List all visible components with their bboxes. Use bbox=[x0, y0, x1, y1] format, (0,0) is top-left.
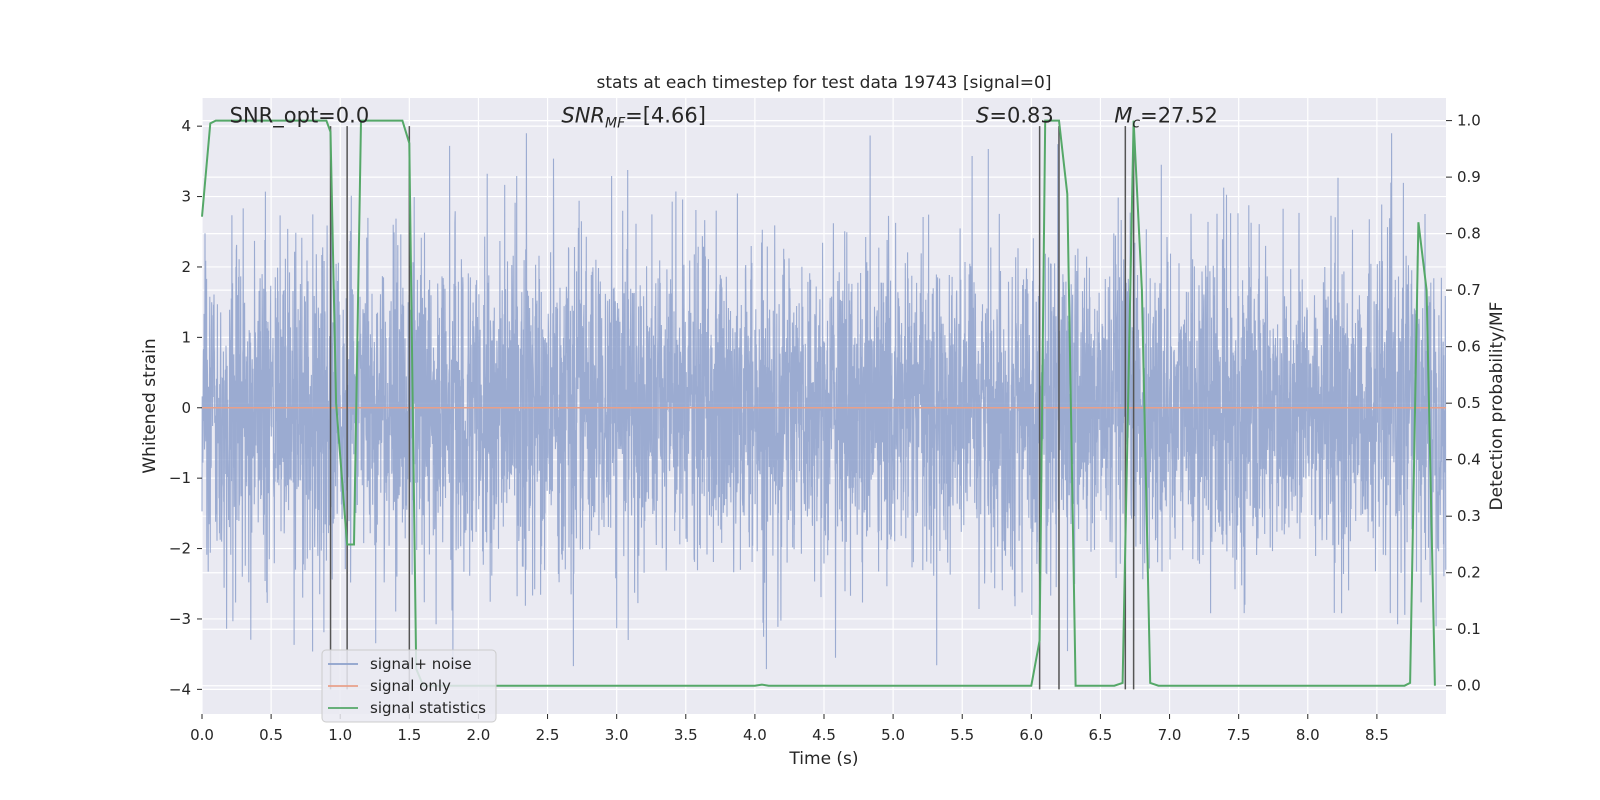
series-signal-statistics bbox=[201, 119, 1436, 687]
annotation-text: S=0.83 bbox=[976, 104, 1054, 128]
x-tick-label: 1.0 bbox=[328, 726, 352, 744]
x-tick-label: 2.5 bbox=[536, 726, 560, 744]
x-tick-label: 6.0 bbox=[1019, 726, 1043, 744]
legend-label: signal only bbox=[370, 677, 451, 695]
legend-label: signal statistics bbox=[370, 699, 486, 717]
x-tick-label: 4.0 bbox=[743, 726, 767, 744]
y-tick-label: −1 bbox=[169, 469, 191, 487]
annotation-text: SNRMF=[4.66] bbox=[561, 104, 706, 132]
y-tick-label: −2 bbox=[169, 540, 191, 558]
x-tick-label: 4.5 bbox=[812, 726, 836, 744]
y-tick-label: 1 bbox=[181, 328, 191, 346]
y2-tick-label: 0.6 bbox=[1457, 338, 1481, 356]
y2-tick-label: 0.1 bbox=[1457, 620, 1481, 638]
x-axis-label: Time (s) bbox=[788, 749, 858, 769]
y2-tick-label: 0.5 bbox=[1457, 394, 1481, 412]
y-tick-label: 2 bbox=[181, 258, 191, 276]
annotation-text: SNR_opt=0.0 bbox=[230, 104, 370, 129]
y2-tick-label: 0.7 bbox=[1457, 281, 1481, 299]
y-tick-label: 4 bbox=[181, 117, 191, 135]
x-tick-label: 5.5 bbox=[950, 726, 974, 744]
x-tick-label: 1.5 bbox=[397, 726, 421, 744]
x-tick-label: 8.0 bbox=[1296, 726, 1320, 744]
x-tick-label: 7.0 bbox=[1158, 726, 1182, 744]
annotations: SNR_opt=0.0 SNRMF=[4.66] S=0.83 Mc=27.52 bbox=[230, 104, 1218, 132]
y2-tick-label: 0.3 bbox=[1457, 507, 1481, 525]
y2-axis-ticks: 1.0 0.9 0.8 0.7 0.6 0.5 0.4 0.3 0.2 0.1 0.0 bbox=[1446, 112, 1481, 695]
y-axis-ticks: 4 3 2 1 0 −1 −2 −3 −4 bbox=[169, 117, 202, 698]
legend-label: signal+ noise bbox=[370, 655, 472, 673]
signal-statistics-line bbox=[201, 119, 1436, 687]
legend-box bbox=[321, 649, 497, 723]
y2-tick-label: 0.0 bbox=[1457, 677, 1481, 695]
x-axis-ticks: 0.0 0.5 1.0 1.5 2.0 2.5 3.0 3.5 4.0 4.5 5.0 5.5 6.0 6… bbox=[190, 714, 1389, 744]
y2-tick-label: 1.0 bbox=[1457, 112, 1481, 130]
x-tick-label: 3.0 bbox=[605, 726, 629, 744]
y2-tick-label: 0.4 bbox=[1457, 451, 1481, 469]
y2-axis-label: Detection probability/MF bbox=[1487, 302, 1507, 511]
x-tick-label: 3.5 bbox=[674, 726, 698, 744]
x-tick-label: 7.5 bbox=[1227, 726, 1251, 744]
y-tick-label: −4 bbox=[169, 680, 191, 698]
y2-tick-label: 0.2 bbox=[1457, 564, 1481, 582]
x-tick-label: 0.5 bbox=[259, 726, 283, 744]
x-tick-label: 2.0 bbox=[467, 726, 491, 744]
x-tick-label: 0.0 bbox=[190, 726, 214, 744]
y-tick-label: 3 bbox=[181, 188, 191, 206]
legend: signal+ noise signal only signal statistic… bbox=[321, 649, 497, 723]
y-tick-label: −3 bbox=[169, 610, 191, 628]
x-tick-label: 5.0 bbox=[881, 726, 905, 744]
y-tick-label: 0 bbox=[181, 399, 191, 417]
y2-tick-label: 0.8 bbox=[1457, 225, 1481, 243]
x-tick-label: 6.5 bbox=[1089, 726, 1113, 744]
y2-tick-label: 0.9 bbox=[1457, 168, 1481, 186]
x-tick-label: 8.5 bbox=[1365, 726, 1389, 744]
annotation-text: Mc=27.52 bbox=[1114, 104, 1218, 132]
y-axis-label: Whitened strain bbox=[140, 338, 160, 473]
chart-title: stats at each timestep for test data 197… bbox=[597, 73, 1052, 93]
